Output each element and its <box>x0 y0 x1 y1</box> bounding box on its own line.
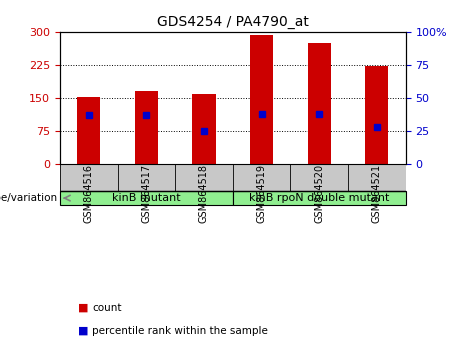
Bar <box>135 91 158 164</box>
Title: GDS4254 / PA4790_at: GDS4254 / PA4790_at <box>157 16 309 29</box>
Text: GSM864519: GSM864519 <box>257 164 266 223</box>
Text: kinB mutant: kinB mutant <box>112 193 181 203</box>
Text: GSM864520: GSM864520 <box>314 164 324 223</box>
Bar <box>308 43 331 164</box>
Bar <box>77 97 100 164</box>
Text: ■: ■ <box>78 326 89 336</box>
Bar <box>233 191 406 205</box>
Text: GSM864521: GSM864521 <box>372 164 382 223</box>
Bar <box>193 95 216 164</box>
Text: GSM864518: GSM864518 <box>199 164 209 223</box>
Bar <box>250 35 273 164</box>
Text: kinB rpoN double mutant: kinB rpoN double mutant <box>249 193 390 203</box>
Text: GSM864517: GSM864517 <box>142 164 151 223</box>
Text: ■: ■ <box>78 303 89 313</box>
Bar <box>365 66 388 164</box>
Text: percentile rank within the sample: percentile rank within the sample <box>92 326 268 336</box>
Text: GSM864516: GSM864516 <box>84 164 94 223</box>
Bar <box>60 191 233 205</box>
Text: count: count <box>92 303 122 313</box>
Text: genotype/variation: genotype/variation <box>0 193 57 203</box>
